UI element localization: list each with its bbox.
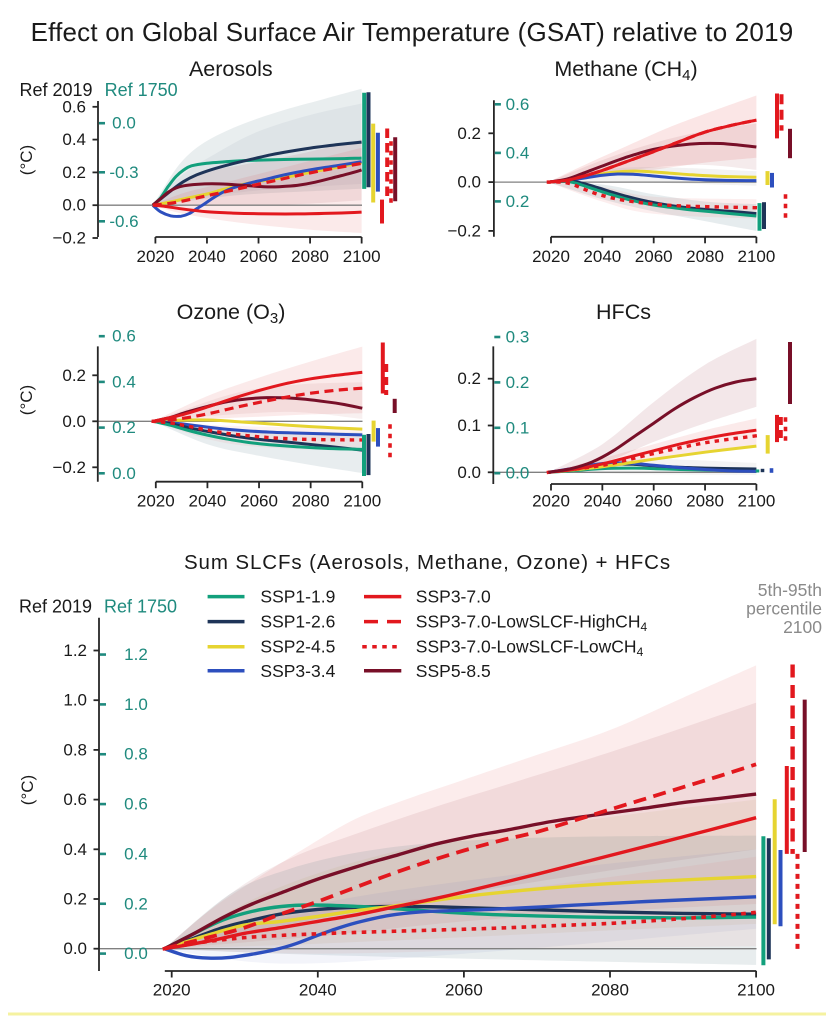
svg-text:2100: 2100 bbox=[343, 247, 381, 266]
svg-text:−0.2: −0.2 bbox=[447, 221, 481, 240]
svg-text:0.2: 0.2 bbox=[62, 366, 86, 385]
svg-text:0.6: 0.6 bbox=[506, 95, 530, 114]
svg-text:1.0: 1.0 bbox=[124, 695, 148, 714]
svg-text:(°C): (°C) bbox=[18, 775, 37, 805]
svg-text:0.4: 0.4 bbox=[112, 372, 136, 391]
svg-text:2020: 2020 bbox=[153, 981, 191, 1000]
svg-text:Ref 1750: Ref 1750 bbox=[104, 597, 177, 617]
svg-text:2040: 2040 bbox=[189, 492, 227, 511]
svg-text:2040: 2040 bbox=[188, 247, 226, 266]
svg-text:2060: 2060 bbox=[240, 492, 278, 511]
svg-text:0.0: 0.0 bbox=[112, 464, 136, 483]
svg-text:1.2: 1.2 bbox=[124, 645, 148, 664]
svg-text:1.0: 1.0 bbox=[63, 691, 87, 710]
svg-text:0.6: 0.6 bbox=[124, 795, 148, 814]
svg-text:0.6: 0.6 bbox=[63, 790, 87, 809]
svg-text:−0.2: −0.2 bbox=[52, 458, 86, 477]
svg-text:0.0: 0.0 bbox=[124, 944, 148, 963]
svg-text:SSP2-4.5: SSP2-4.5 bbox=[260, 637, 335, 657]
svg-text:2020: 2020 bbox=[137, 492, 175, 511]
svg-text:(°C): (°C) bbox=[17, 385, 36, 415]
svg-text:SSP3-7.0-LowSLCF-HighCH4: SSP3-7.0-LowSLCF-HighCH4 bbox=[416, 612, 648, 635]
svg-text:0.2: 0.2 bbox=[506, 373, 530, 392]
svg-text:Ozone (O3): Ozone (O3) bbox=[177, 300, 286, 327]
svg-text:-0.3: -0.3 bbox=[109, 163, 138, 182]
svg-text:-0.6: -0.6 bbox=[109, 212, 138, 231]
svg-text:2060: 2060 bbox=[240, 247, 278, 266]
svg-text:5th-95th: 5th-95th bbox=[758, 580, 822, 600]
svg-text:2100: 2100 bbox=[737, 492, 775, 511]
svg-text:1.2: 1.2 bbox=[63, 641, 87, 660]
svg-text:SSP3-7.0: SSP3-7.0 bbox=[416, 587, 491, 607]
svg-text:2080: 2080 bbox=[591, 981, 629, 1000]
svg-text:0.1: 0.1 bbox=[506, 418, 530, 437]
svg-text:2060: 2060 bbox=[635, 247, 673, 266]
svg-text:2080: 2080 bbox=[686, 492, 724, 511]
svg-text:SSP1-1.9: SSP1-1.9 bbox=[260, 587, 335, 607]
svg-text:SSP5-8.5: SSP5-8.5 bbox=[416, 661, 491, 681]
svg-text:0.8: 0.8 bbox=[124, 745, 148, 764]
svg-text:0.4: 0.4 bbox=[63, 840, 87, 859]
svg-text:2060: 2060 bbox=[635, 492, 673, 511]
svg-text:2020: 2020 bbox=[532, 247, 570, 266]
svg-text:0.4: 0.4 bbox=[506, 143, 530, 162]
svg-text:0.0: 0.0 bbox=[63, 939, 87, 958]
svg-text:0.0: 0.0 bbox=[62, 412, 86, 431]
svg-text:Ref 2019: Ref 2019 bbox=[19, 597, 92, 617]
svg-text:2060: 2060 bbox=[445, 981, 483, 1000]
svg-text:0.1: 0.1 bbox=[457, 416, 481, 435]
svg-text:0.0: 0.0 bbox=[62, 196, 86, 215]
svg-text:2100: 2100 bbox=[737, 247, 775, 266]
svg-text:percentile: percentile bbox=[746, 599, 822, 619]
svg-text:Sum SLCFs (Aerosols, Methane,: Sum SLCFs (Aerosols, Methane, Ozone) + H… bbox=[184, 551, 671, 574]
svg-text:0.2: 0.2 bbox=[62, 163, 86, 182]
svg-text:2040: 2040 bbox=[583, 247, 621, 266]
svg-text:Ref 1750: Ref 1750 bbox=[105, 80, 178, 100]
svg-text:0.2: 0.2 bbox=[506, 192, 530, 211]
svg-text:SSP3-7.0-LowSLCF-LowCH4: SSP3-7.0-LowSLCF-LowCH4 bbox=[416, 637, 644, 660]
svg-text:0.0: 0.0 bbox=[457, 463, 481, 482]
svg-text:0.2: 0.2 bbox=[457, 124, 481, 143]
svg-text:2080: 2080 bbox=[291, 247, 329, 266]
svg-text:SSP3-3.4: SSP3-3.4 bbox=[260, 661, 335, 681]
svg-text:0.6: 0.6 bbox=[112, 327, 136, 346]
svg-text:0.2: 0.2 bbox=[112, 418, 136, 437]
svg-text:0.0: 0.0 bbox=[112, 114, 136, 133]
svg-text:−0.2: −0.2 bbox=[52, 229, 86, 248]
svg-text:0.0: 0.0 bbox=[506, 464, 530, 483]
svg-text:0.4: 0.4 bbox=[124, 844, 148, 863]
svg-text:0.8: 0.8 bbox=[63, 740, 87, 759]
svg-text:Effect on Global Surface Air T: Effect on Global Surface Air Temperature… bbox=[31, 17, 794, 47]
svg-text:2100: 2100 bbox=[343, 492, 381, 511]
svg-text:0.6: 0.6 bbox=[62, 97, 86, 116]
svg-text:2100: 2100 bbox=[737, 981, 775, 1000]
svg-text:SSP1-2.6: SSP1-2.6 bbox=[260, 612, 335, 632]
svg-text:0.3: 0.3 bbox=[506, 328, 530, 347]
svg-text:HFCs: HFCs bbox=[596, 300, 651, 324]
svg-text:2020: 2020 bbox=[136, 247, 174, 266]
svg-text:2080: 2080 bbox=[292, 492, 330, 511]
svg-text:2040: 2040 bbox=[583, 492, 621, 511]
svg-text:0.0: 0.0 bbox=[457, 173, 481, 192]
svg-text:2040: 2040 bbox=[299, 981, 337, 1000]
svg-text:2020: 2020 bbox=[532, 492, 570, 511]
svg-text:2100: 2100 bbox=[783, 617, 822, 637]
svg-text:0.2: 0.2 bbox=[63, 890, 87, 909]
svg-text:0.2: 0.2 bbox=[457, 369, 481, 388]
svg-text:2080: 2080 bbox=[686, 247, 724, 266]
svg-text:Methane (CH4): Methane (CH4) bbox=[554, 57, 697, 84]
svg-text:0.4: 0.4 bbox=[62, 130, 86, 149]
svg-text:Aerosols: Aerosols bbox=[189, 57, 273, 81]
svg-text:Ref 2019: Ref 2019 bbox=[20, 80, 93, 100]
svg-text:0.2: 0.2 bbox=[124, 894, 148, 913]
svg-text:(°C): (°C) bbox=[17, 145, 36, 175]
